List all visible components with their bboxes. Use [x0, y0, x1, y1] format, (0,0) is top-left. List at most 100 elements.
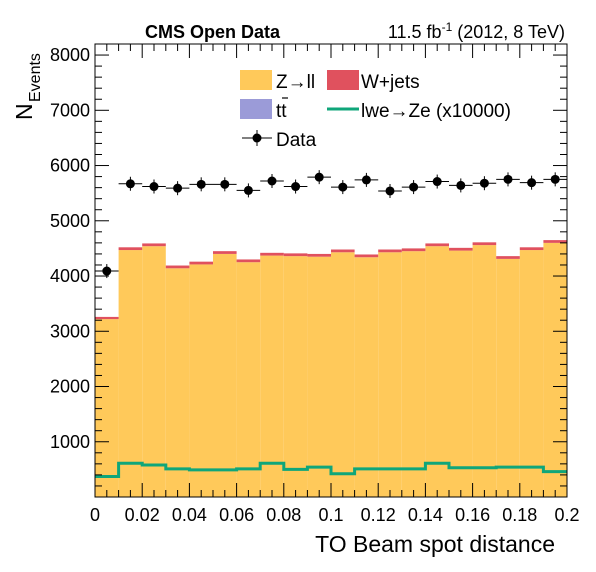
data-point-4: [189, 177, 213, 192]
data-point-11: [354, 172, 379, 187]
bar-1-9: [307, 253, 331, 257]
data-point-7: [260, 174, 284, 189]
x-tick-label-8: 0.16: [455, 505, 490, 525]
legend-label-signal: lwe→Ze (x10000): [361, 101, 511, 122]
data-points: [95, 170, 567, 279]
data-point-2: [142, 179, 166, 194]
bar-0-8: [283, 256, 308, 497]
data-point-6: [236, 183, 261, 198]
data-point-15: [449, 178, 473, 193]
bar-1-2: [142, 243, 166, 247]
legend: Z→ll W+jets tt lwe→Ze (x10000) Data: [240, 70, 511, 151]
x-tick-label-10: 0.2: [554, 505, 579, 525]
x-axis-label: TO Beam spot distance: [315, 531, 555, 557]
y-axis-label-subscript: Events: [27, 53, 44, 102]
data-point-19: [543, 172, 567, 187]
bar-1-3: [165, 265, 190, 269]
data-point-10: [331, 180, 355, 195]
legend-swatch-data: [242, 130, 272, 146]
bar-0-16: [472, 245, 497, 497]
data-point-5: [213, 177, 237, 192]
y-tick-label-7: 8000: [50, 45, 90, 65]
bar-1-14: [425, 243, 449, 247]
legend-swatch-zll: [240, 70, 272, 90]
x-tick-label-5: 0.1: [318, 505, 343, 525]
bar-1-1: [118, 247, 143, 251]
y-tick-label-4: 5000: [50, 211, 90, 231]
data-point-12: [378, 183, 402, 198]
bar-0-0: [95, 319, 119, 497]
x-tick-label-7: 0.14: [408, 505, 443, 525]
x-tick-label-4: 0.08: [266, 505, 301, 525]
bar-1-18: [519, 247, 544, 251]
bar-0-4: [189, 264, 213, 497]
bar-0-17: [496, 258, 520, 497]
data-point-18: [519, 175, 544, 190]
bar-1-10: [331, 249, 355, 253]
bar-0-2: [142, 246, 166, 497]
y-tick-label-0: 1000: [50, 432, 90, 452]
bar-1-4: [189, 261, 213, 265]
legend-label-ttbar: tt: [276, 101, 287, 122]
bar-0-9: [307, 256, 331, 497]
tick-labels: 0 0.02 0.04 0.06 0.08 0.1 0.12 0.14 0.16 0.18 0.2 1…: [50, 45, 580, 525]
bar-1-13: [401, 248, 426, 252]
bar-1-12: [378, 249, 402, 253]
bar-0-6: [236, 262, 261, 497]
data-point-9: [307, 170, 331, 185]
y-tick-label-1: 2000: [50, 377, 90, 397]
histogram-bars: [95, 240, 567, 497]
legend-label-wjets: W+jets: [361, 72, 420, 93]
legend-label-zll: Z→ll: [276, 72, 315, 93]
x-tick-label-0: 0: [90, 505, 100, 525]
y-tick-label-3: 4000: [50, 266, 90, 286]
x-tick-label-2: 0.04: [172, 505, 207, 525]
x-tick-label-6: 0.12: [361, 505, 396, 525]
bar-0-5: [213, 253, 237, 497]
signal-line: [95, 461, 567, 479]
bar-0-14: [425, 246, 449, 497]
luminosity-label: 11.5 fb-1 (2012, 8 TeV): [388, 20, 565, 42]
bar-1-5: [213, 251, 237, 254]
data-point-16: [472, 176, 497, 191]
x-tick-label-9: 0.18: [502, 505, 537, 525]
bar-0-7: [260, 255, 284, 497]
axis-ticks: [94, 43, 568, 497]
bar-0-3: [165, 268, 190, 497]
bar-1-11: [354, 254, 379, 258]
data-point-17: [496, 172, 520, 187]
y-tick-label-5: 6000: [50, 156, 90, 176]
legend-swatch-ttbar: [240, 99, 272, 119]
bar-1-17: [496, 256, 520, 259]
data-point-1: [118, 176, 143, 191]
signal-step-line: [95, 461, 567, 479]
bar-0-12: [378, 252, 402, 497]
bar-0-18: [519, 250, 544, 497]
bar-0-10: [331, 252, 355, 497]
data-point-14: [425, 174, 449, 189]
x-tick-label-1: 0.02: [125, 505, 160, 525]
bar-0-1: [118, 250, 143, 497]
data-point-13: [401, 180, 426, 195]
bar-0-15: [449, 250, 473, 497]
bar-0-11: [354, 257, 379, 497]
y-tick-label-2: 3000: [50, 321, 90, 341]
y-axis-label: N: [11, 103, 37, 120]
chart-title: CMS Open Data: [145, 22, 281, 42]
legend-swatch-wjets: [327, 70, 359, 90]
bar-0-13: [401, 251, 426, 497]
bar-1-19: [543, 240, 567, 243]
bar-1-15: [449, 247, 473, 251]
data-point-8: [283, 179, 308, 194]
bar-0-19: [543, 242, 567, 497]
x-tick-label-3: 0.06: [219, 505, 254, 525]
bar-1-6: [236, 259, 261, 263]
bar-1-8: [283, 253, 308, 257]
legend-label-data: Data: [276, 130, 317, 151]
bar-1-16: [472, 242, 497, 246]
data-point-3: [165, 181, 190, 196]
bar-1-0: [95, 316, 119, 320]
bar-1-7: [260, 252, 284, 256]
y-tick-label-6: 7000: [50, 100, 90, 120]
